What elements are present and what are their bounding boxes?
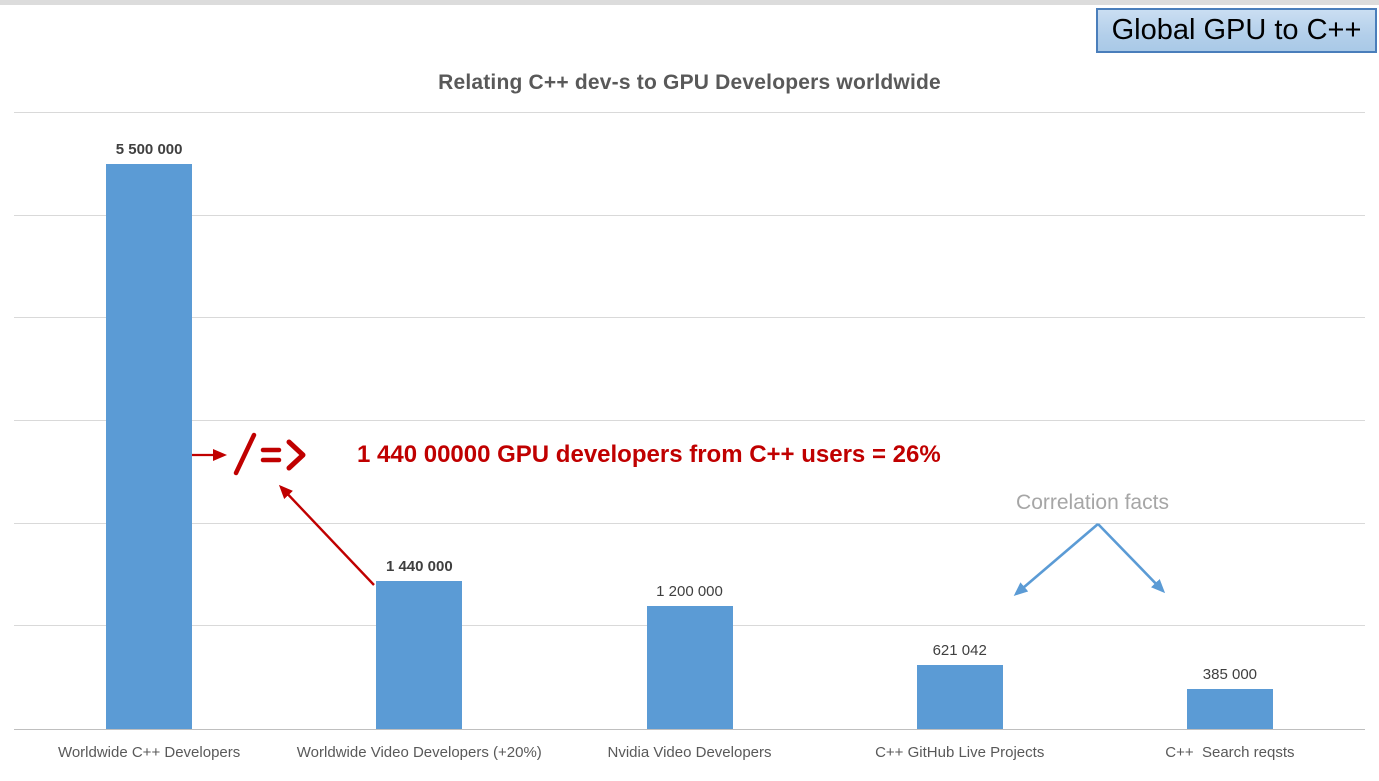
bar-group-nvidia-video-developers: 1 200 000 — [554, 113, 824, 729]
chart-title: Relating C++ dev-s to GPU Developers wor… — [438, 71, 941, 94]
gpu-ratio-annotation: 1 440 00000 GPU developers from C++ user… — [357, 441, 941, 468]
window-edge — [0, 0, 1379, 5]
bar-cpp-search-reqsts — [1186, 689, 1273, 729]
correlation-facts-label: Correlation facts — [1016, 491, 1169, 514]
bar-cpp-github-live-projects — [916, 665, 1003, 729]
category-axis: Worldwide C++ Developers Worldwide Video… — [14, 744, 1365, 761]
category-label-worldwide-video-developers: Worldwide Video Developers (+20%) — [296, 744, 542, 761]
bar-group-cpp-github-live-projects: 621 042 — [825, 113, 1095, 729]
bar-value-label: 1 440 000 — [385, 558, 453, 575]
bar-value-label: 385 000 — [1202, 666, 1258, 683]
bar-group-worldwide-cpp-developers: 5 500 000 — [14, 113, 284, 729]
gridline — [14, 112, 1365, 113]
bar-value-label: 1 200 000 — [656, 583, 723, 600]
gridline — [14, 317, 1365, 318]
bar-nvidia-video-developers — [646, 606, 733, 729]
corner-title-box: Global GPU to C++ — [1096, 8, 1377, 53]
corner-title: Global GPU to C++ — [1111, 14, 1362, 46]
category-label-nvidia-video-developers: Nvidia Video Developers — [607, 744, 772, 761]
bars-container: 5 500 000 1 440 000 1 200 000 621 042 38… — [14, 113, 1365, 729]
bar-worldwide-cpp-developers — [106, 164, 193, 729]
bar-group-worldwide-video-developers: 1 440 000 — [284, 113, 554, 729]
gridline — [14, 215, 1365, 216]
bar-group-cpp-search-reqsts: 385 000 — [1095, 113, 1365, 729]
bar-value-label: 621 042 — [932, 642, 987, 659]
bar-value-label: 5 500 000 — [115, 141, 183, 158]
bar-worldwide-video-developers — [376, 581, 463, 729]
category-label-worldwide-cpp-developers: Worldwide C++ Developers — [57, 744, 241, 761]
category-label-cpp-github-live-projects: C++ GitHub Live Projects — [875, 744, 1045, 761]
gridline — [14, 523, 1365, 524]
gridline — [14, 420, 1365, 421]
category-label-cpp-search-reqsts: C++ Search reqsts — [1165, 744, 1295, 761]
plot-area: 5 500 000 1 440 000 1 200 000 621 042 38… — [14, 112, 1365, 730]
